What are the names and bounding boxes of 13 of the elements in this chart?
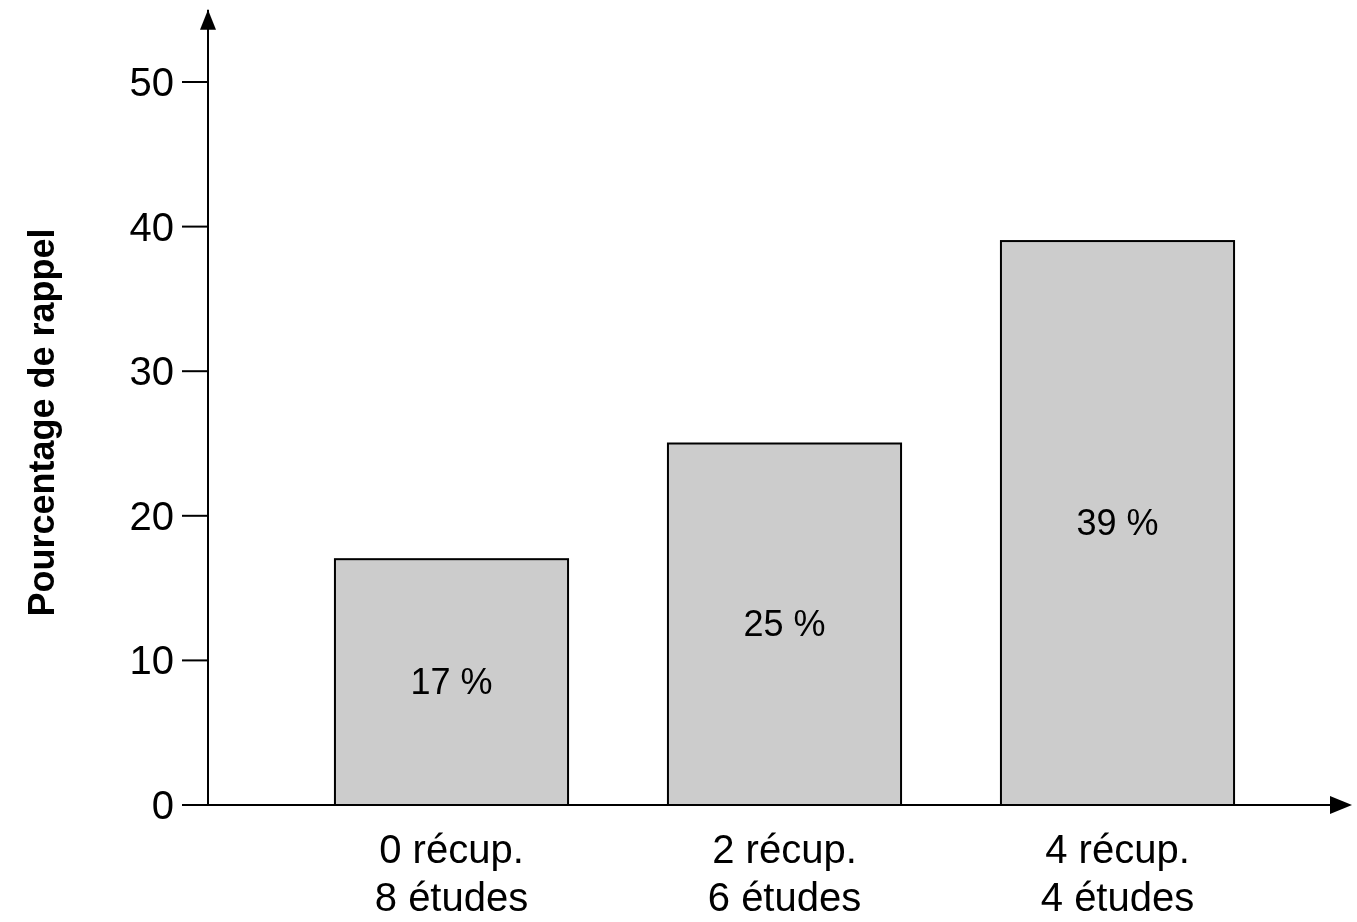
data-label: 17 %: [410, 661, 493, 703]
y-tick-label: 40: [129, 204, 174, 249]
y-tick-label: 50: [129, 60, 174, 104]
y-tick-label: 0: [151, 783, 174, 827]
x-tick-label: 0 récup. 8 études: [374, 827, 529, 919]
y-axis-title: Pourcentage de rappel: [21, 228, 62, 617]
x-tick-label: 4 récup. 4 études: [1040, 827, 1195, 919]
data-label: 39 %: [1076, 502, 1159, 544]
x-tick-label: 2 récup. 6 études: [707, 827, 862, 919]
y-tick-label: 20: [129, 493, 174, 538]
data-label: 25 %: [743, 603, 826, 645]
y-tick-label: 30: [129, 349, 174, 394]
y-tick-label: 10: [129, 638, 174, 683]
